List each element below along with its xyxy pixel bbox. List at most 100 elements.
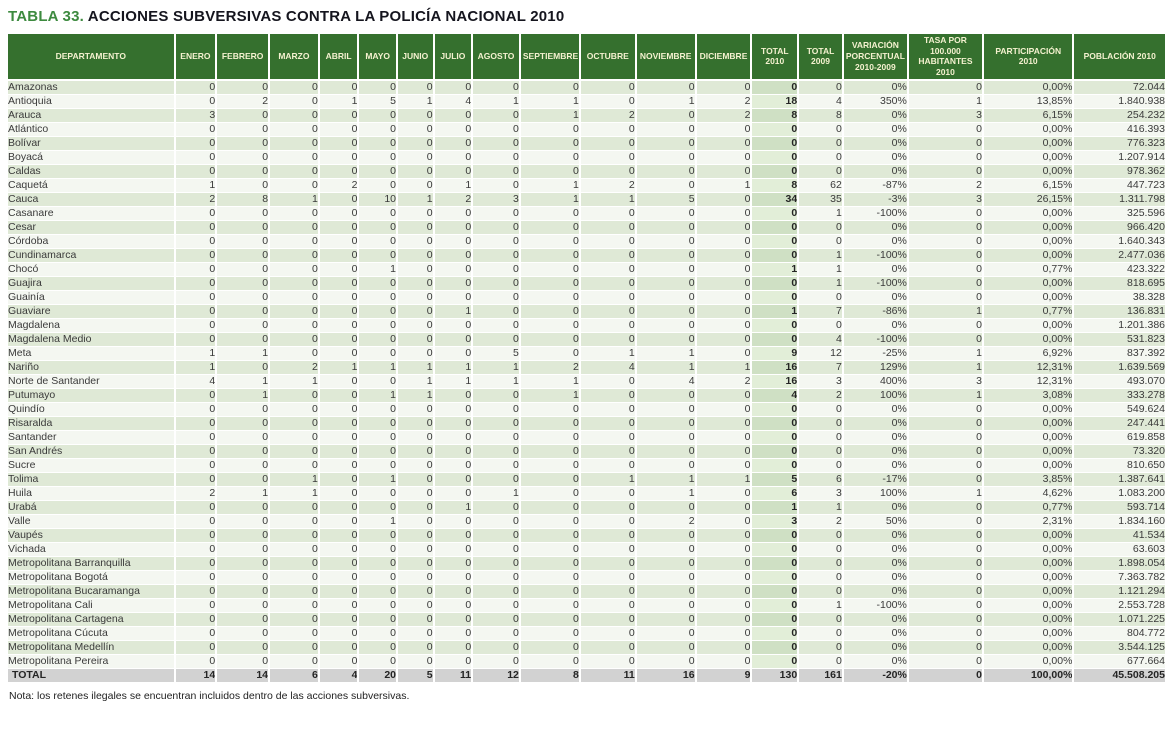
value-cell: 1 [635, 94, 697, 109]
value-cell: 3 [472, 192, 521, 207]
value-cell: 0 [519, 584, 581, 599]
value-cell: 0 [397, 528, 435, 543]
table-row: Bolívar 0 0 0 0 0 0 0 0 0 0 0 0 0 0 0% 0 0,00% 776.323 [8, 136, 1165, 151]
value-cell: 0 [269, 542, 320, 557]
table-row: Cesar 0 0 0 0 0 0 0 0 0 0 0 0 0 0 0% 0 0,00% 966.420 [8, 220, 1165, 235]
value-cell: 0 [798, 164, 844, 179]
value-cell: 0 [472, 556, 521, 571]
value-cell: 0 [433, 430, 474, 445]
value-cell: 0 [397, 206, 435, 221]
value-cell: 0 [397, 262, 435, 277]
value-cell: 0,00% [983, 612, 1075, 627]
value-cell: 0 [358, 248, 398, 263]
table-row: Metropolitana Medellín 0 0 0 0 0 0 0 0 0 0 0 0 0 0 0% 0 0… [8, 640, 1165, 655]
value-cell: 0 [798, 430, 844, 445]
department-cell: Putumayo [8, 388, 176, 403]
table-row: Huila 2 1 1 0 0 0 0 1 0 0 1 0 6 3 100% 1 4,62% 1.083.200 [8, 486, 1165, 501]
value-cell: 3 [751, 514, 800, 529]
value-cell: 0 [433, 486, 474, 501]
value-cell: 1 [519, 374, 581, 389]
value-cell: 0 [397, 332, 435, 347]
value-cell: 0 [318, 122, 360, 137]
value-cell: 0 [216, 318, 271, 333]
value-cell: 12,31% [983, 374, 1075, 389]
value-cell: 0 [433, 122, 474, 137]
value-cell: 0 [318, 136, 360, 151]
department-cell: San Andrés [8, 444, 176, 459]
value-cell: 0 [358, 220, 398, 235]
value-cell: 20 [358, 668, 398, 683]
value-cell: 3 [907, 192, 985, 207]
value-cell: 0 [472, 416, 521, 431]
column-header: POBLACIÓN 2010 [1073, 34, 1165, 81]
value-cell: 1 [907, 346, 985, 361]
value-cell: 0 [695, 654, 753, 669]
value-cell: 0 [269, 94, 320, 109]
value-cell: 0 [433, 346, 474, 361]
value-cell: 1 [579, 346, 637, 361]
value-cell: 0 [635, 290, 697, 305]
value-cell: 4 [579, 360, 637, 375]
value-cell: 4 [751, 388, 800, 403]
value-cell: 6,15% [983, 178, 1075, 193]
value-cell: 619.858 [1073, 430, 1165, 445]
value-cell: 0% [842, 402, 909, 417]
value-cell: 0 [519, 542, 581, 557]
value-cell: 0 [519, 598, 581, 613]
value-cell: 325.596 [1073, 206, 1165, 221]
value-cell: 100% [842, 388, 909, 403]
value-cell: 810.650 [1073, 458, 1165, 473]
value-cell: 0 [798, 584, 844, 599]
value-cell: 0 [433, 276, 474, 291]
value-cell: 0 [358, 626, 398, 641]
value-cell: 0 [579, 94, 637, 109]
department-cell: Metropolitana Cúcuta [8, 626, 176, 641]
value-cell: 1 [269, 192, 320, 207]
value-cell: 0 [397, 640, 435, 655]
value-cell: 0 [635, 570, 697, 585]
value-cell: 0 [519, 500, 581, 515]
value-cell: 1 [216, 388, 271, 403]
value-cell: 0 [579, 136, 637, 151]
value-cell: 0 [397, 304, 435, 319]
value-cell: 2 [635, 514, 697, 529]
value-cell: 0% [842, 79, 909, 95]
value-cell: 0 [269, 654, 320, 669]
value-cell: 0 [907, 318, 985, 333]
value-cell: 2 [695, 94, 753, 109]
value-cell: 0 [433, 584, 474, 599]
table-header-row: DEPARTAMENTO ENERO FEBRERO MARZO ABRIL MAYO JU… [8, 34, 1165, 81]
value-cell: 0 [269, 528, 320, 543]
value-cell: 0 [751, 444, 800, 459]
value-cell: 4 [433, 94, 474, 109]
value-cell: 1 [358, 472, 398, 487]
value-cell: 0 [695, 79, 753, 95]
value-cell: 0 [318, 318, 360, 333]
value-cell: 11 [579, 668, 637, 683]
value-cell: 0 [269, 220, 320, 235]
table-row: Guainía 0 0 0 0 0 0 0 0 0 0 0 0 0 0 0% 0 0,00% 38.328 [8, 290, 1165, 305]
value-cell: 0 [472, 276, 521, 291]
value-cell: 0 [174, 122, 218, 137]
value-cell: 136.831 [1073, 304, 1165, 319]
table-row: Magdalena 0 0 0 0 0 0 0 0 0 0 0 0 0 0 0% 0 0,00% 1.201.386 [8, 318, 1165, 333]
value-cell: 0 [216, 556, 271, 571]
value-cell: 0 [358, 584, 398, 599]
value-cell: 0 [318, 262, 360, 277]
value-cell: -20% [842, 668, 909, 683]
value-cell: 0 [318, 584, 360, 599]
value-cell: 0 [635, 542, 697, 557]
value-cell: 1 [519, 108, 581, 123]
table-row: Guaviare 0 0 0 0 0 0 1 0 0 0 0 0 1 7 -86% 1 0,77% 136.831 [8, 304, 1165, 319]
column-header: VARIACIÓN PORCENTUAL 2010-2009 [842, 34, 909, 81]
value-cell: 3,85% [983, 472, 1075, 487]
value-cell: 0 [358, 486, 398, 501]
table-row: Urabá 0 0 0 0 0 0 1 0 0 0 0 0 1 1 0% 0 0,77% 593.714 [8, 500, 1165, 515]
value-cell: 0 [358, 500, 398, 515]
value-cell: 0,00% [983, 640, 1075, 655]
value-cell: 0 [695, 234, 753, 249]
department-cell: Nariño [8, 360, 176, 375]
value-cell: 0 [907, 402, 985, 417]
department-cell: Guainía [8, 290, 176, 305]
department-cell: Atlántico [8, 122, 176, 137]
